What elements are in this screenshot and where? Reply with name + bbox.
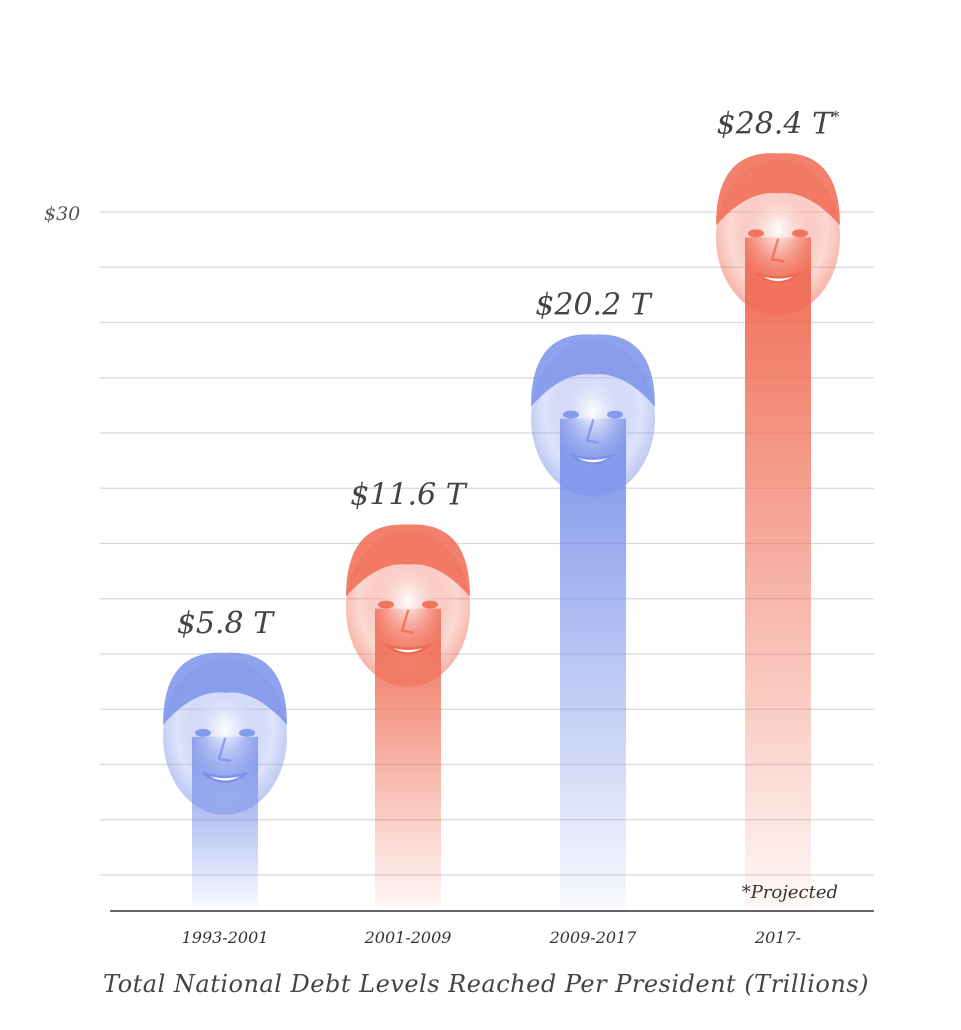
face-nose (217, 737, 232, 763)
face-smile (570, 453, 616, 465)
x-tick-label: 2009-2017 (549, 928, 638, 947)
face-hair (531, 334, 655, 407)
president-face (716, 153, 840, 316)
face-eye-right (607, 410, 623, 419)
x-tick-label: 2017- (754, 928, 801, 947)
face-nose (585, 419, 600, 444)
y-axis: $30 (44, 203, 80, 225)
president-face (163, 652, 287, 815)
president-face (531, 334, 655, 497)
bar (560, 418, 626, 908)
value-label: $28.4 T* (717, 106, 840, 141)
value-label-footnote-mark: * (832, 107, 840, 125)
faces (163, 153, 840, 815)
face-hair (163, 652, 287, 725)
face-eye-left (378, 600, 394, 609)
face-hair (346, 524, 470, 597)
face-eye-left (563, 410, 579, 419)
face-hair (716, 153, 840, 226)
x-axis: 1993-2001 2001-2009 2009-2017 2017- (182, 928, 801, 947)
face-eye-left (195, 728, 211, 737)
x-tick-label: 1993-2001 (182, 928, 269, 947)
y-tick-label: $30 (44, 203, 80, 225)
face-eye-left (748, 229, 764, 238)
x-tick-label: 2001-2009 (364, 928, 452, 947)
face-nose (400, 609, 415, 634)
face-smile (202, 771, 248, 784)
face-eye-right (422, 600, 438, 609)
president-face (346, 524, 470, 687)
bars (192, 237, 811, 909)
face-nose (770, 238, 785, 263)
value-labels: $5.8 T $11.6 T $20.2 T $28.4 T* (177, 106, 840, 640)
value-label: $5.8 T (177, 606, 275, 641)
bar (745, 237, 811, 909)
footnote: *Projected (742, 882, 838, 903)
value-label: $11.6 T (350, 478, 467, 513)
face-eye-right (792, 229, 808, 238)
chart-title: Total National Debt Levels Reached Per P… (103, 970, 869, 998)
value-label: $20.2 T (535, 288, 652, 323)
face-smile (385, 643, 431, 655)
face-eye-right (239, 728, 255, 737)
face-smile (755, 272, 801, 284)
